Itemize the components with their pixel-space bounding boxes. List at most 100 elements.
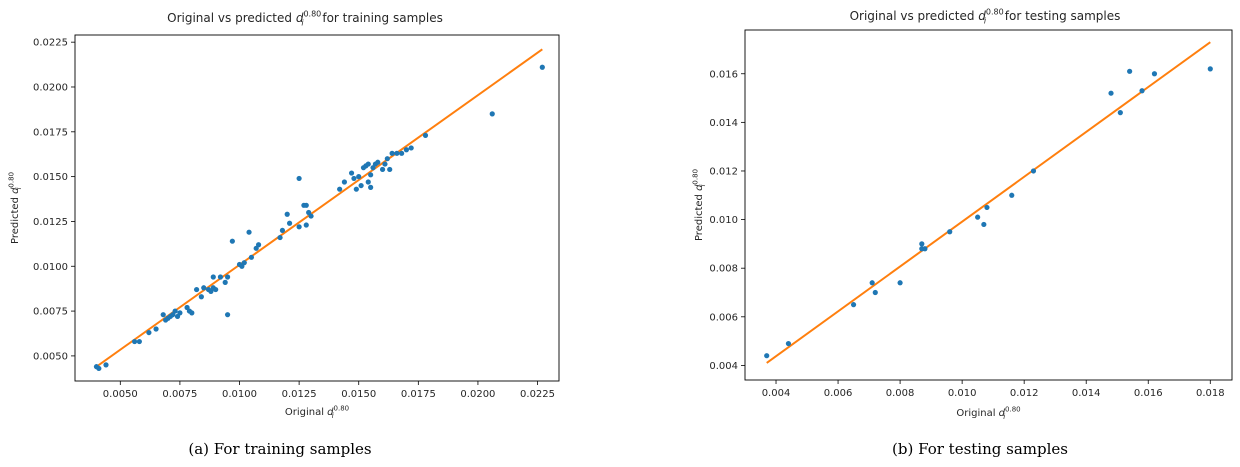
- data-point: [103, 362, 109, 368]
- data-point: [255, 242, 262, 248]
- data-point: [489, 111, 495, 117]
- data-point: [210, 274, 216, 280]
- x-tick-label: 0.008: [886, 388, 915, 399]
- data-point: [296, 175, 302, 182]
- data-point: [399, 150, 405, 156]
- x-tick-label: 0.004: [762, 388, 791, 399]
- data-point: [764, 353, 770, 359]
- y-tick-label: 0.0075: [33, 307, 68, 318]
- data-point: [96, 365, 102, 372]
- x-axis-label: Original d0.80 i: [956, 406, 1020, 422]
- data-point: [1009, 192, 1015, 198]
- x-tick-label: 0.0100: [222, 389, 257, 400]
- x-tick-label: 0.018: [1196, 388, 1225, 399]
- data-point: [872, 289, 878, 296]
- x-tick-label: 0.006: [824, 388, 853, 399]
- data-point: [277, 234, 283, 241]
- data-point: [1151, 71, 1158, 77]
- chart-title: Original vs predicted d0.80 i for trainin…: [167, 10, 443, 28]
- data-point: [785, 340, 792, 347]
- data-point: [296, 224, 302, 230]
- data-point: [382, 161, 388, 167]
- y-tick-label: 0.006: [709, 312, 738, 323]
- y-axis-label: Predicted d0.80i: [692, 169, 708, 241]
- data-point: [160, 312, 166, 318]
- data-point: [408, 145, 414, 151]
- data-point: [375, 159, 381, 165]
- data-point: [947, 229, 953, 235]
- data-point: [1108, 90, 1114, 96]
- caption-testing: (b) For testing samples: [892, 440, 1068, 458]
- y-tick-label: 0.0100: [33, 262, 68, 273]
- data-point: [384, 156, 390, 162]
- data-point: [379, 166, 386, 173]
- data-point: [286, 220, 293, 226]
- data-point: [358, 182, 364, 189]
- x-tick-label: 0.0200: [460, 389, 495, 400]
- data-point: [1117, 110, 1123, 116]
- fit-line: [766, 41, 1211, 364]
- data-point: [922, 246, 928, 252]
- data-point: [869, 280, 875, 286]
- data-point: [246, 229, 252, 235]
- data-point: [201, 285, 207, 291]
- data-point: [348, 170, 355, 176]
- data-point: [279, 227, 286, 234]
- y-tick-label: 0.0200: [33, 82, 68, 93]
- y-tick-label: 0.008: [709, 264, 738, 275]
- y-tick-label: 0.0175: [33, 127, 68, 138]
- data-point: [539, 64, 545, 70]
- data-point: [146, 329, 152, 336]
- data-point: [153, 326, 159, 332]
- x-tick-label: 0.010: [948, 388, 977, 399]
- data-point: [368, 184, 374, 190]
- data-point: [897, 280, 903, 286]
- data-point: [132, 338, 138, 345]
- data-point: [353, 186, 359, 192]
- data-point: [389, 150, 395, 156]
- data-point: [356, 174, 362, 180]
- data-point: [177, 310, 183, 316]
- data-point: [222, 279, 228, 285]
- data-point: [248, 254, 255, 260]
- y-axis-label: Predicted d0.80i: [8, 172, 24, 244]
- data-point: [136, 338, 142, 345]
- x-tick-label: 0.0050: [103, 389, 138, 400]
- data-point: [303, 202, 309, 208]
- y-tick-label: 0.014: [709, 118, 738, 129]
- data-point: [303, 222, 309, 228]
- data-point: [975, 214, 981, 220]
- data-point: [1030, 168, 1037, 174]
- data-point: [241, 260, 247, 266]
- x-tick-label: 0.0150: [341, 389, 376, 400]
- y-tick-label: 0.0150: [33, 172, 68, 183]
- y-tick-label: 0.0225: [33, 38, 68, 49]
- data-point: [387, 166, 393, 173]
- data-point: [308, 213, 314, 219]
- x-tick-label: 0.0075: [162, 389, 197, 400]
- data-point: [213, 286, 219, 293]
- data-point: [984, 204, 990, 211]
- data-point: [193, 286, 200, 293]
- plot-frame: [74, 34, 560, 382]
- data-point: [217, 274, 224, 280]
- y-tick-label: 0.010: [709, 215, 738, 226]
- x-tick-label: 0.012: [1010, 388, 1039, 399]
- data-point: [919, 241, 925, 247]
- data-point: [981, 221, 987, 228]
- data-point: [1127, 68, 1133, 74]
- x-axis-label: Original d0.80 i: [285, 405, 349, 421]
- x-tick-label: 0.0175: [401, 389, 436, 400]
- y-tick-label: 0.0050: [33, 351, 68, 362]
- x-tick-label: 0.016: [1134, 388, 1163, 399]
- data-point: [224, 274, 231, 280]
- x-tick-label: 0.014: [1072, 388, 1101, 399]
- data-point: [189, 310, 195, 316]
- y-tick-label: 0.012: [709, 166, 738, 177]
- caption-training: (a) For training samples: [188, 440, 372, 458]
- data-point: [365, 161, 371, 167]
- x-tick-label: 0.0225: [520, 389, 555, 400]
- data-point: [422, 132, 429, 138]
- data-point: [341, 179, 348, 185]
- y-tick-label: 0.0125: [33, 217, 68, 228]
